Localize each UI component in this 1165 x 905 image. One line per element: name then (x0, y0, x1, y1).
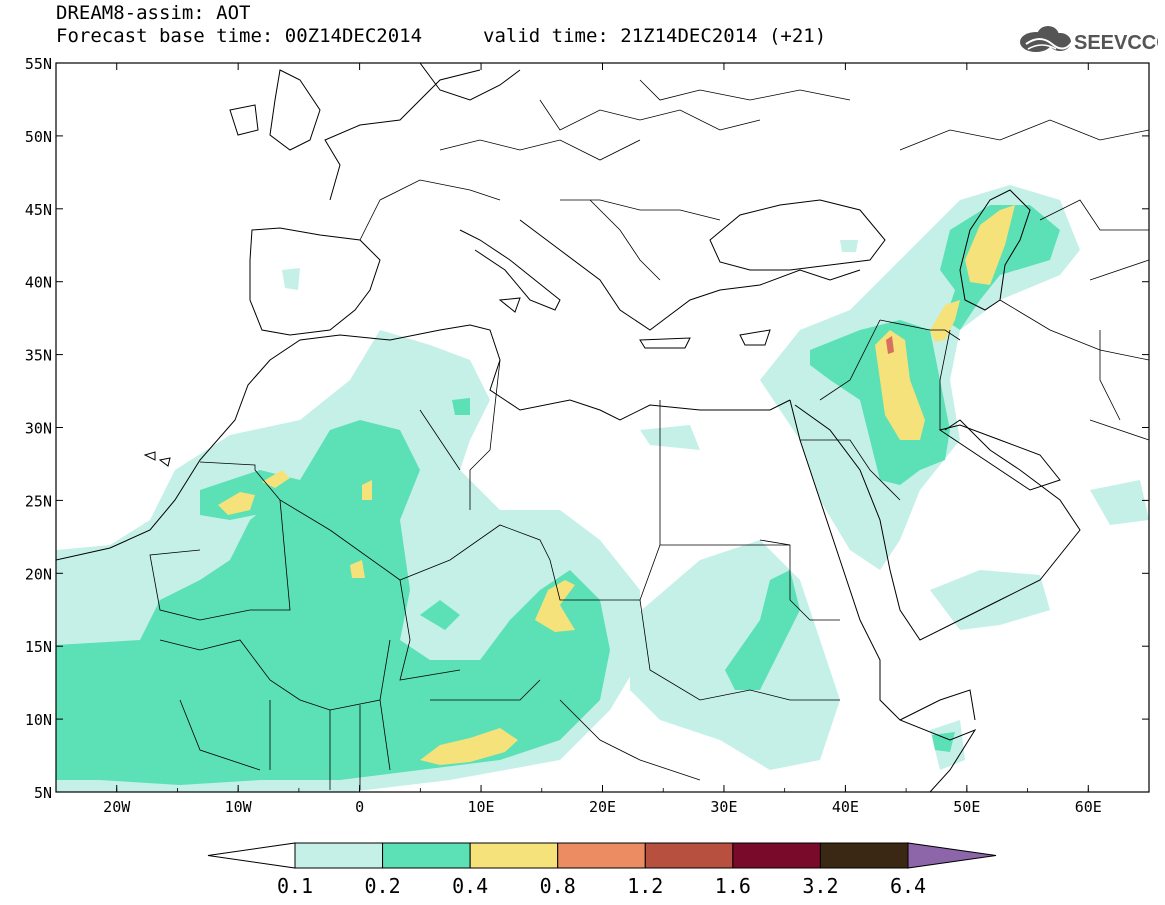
lon-label: 60E (1075, 798, 1102, 816)
lon-label: 40E (832, 798, 859, 816)
base-time: Forecast base time: 00Z14DEC2014 (56, 25, 423, 47)
seevccc-logo: SEEVCCC (1018, 22, 1165, 56)
lat-label: 35N (25, 347, 52, 365)
colorbar-swatch (294, 842, 384, 869)
colorbar-swatch (732, 842, 821, 869)
longitude-axis: 20W 10W 0 10E 20E 30E 40E 50E 60E (55, 63, 1150, 816)
lat-label: 45N (25, 201, 52, 219)
logo-text: SEEVCCC (1074, 32, 1158, 54)
lon-label: 30E (710, 798, 737, 816)
valid-time: valid time: 21Z14DEC2014 (+21) (483, 25, 827, 47)
latitude-axis: 55N 50N 45N 40N 35N 30N 25N 20N 15N 10N 5N (25, 55, 1149, 802)
country-borders (149, 79, 1149, 790)
lat-label: 25N (25, 492, 52, 510)
colorbar-label: 1.2 (627, 874, 663, 898)
cloud-logo-icon (1020, 26, 1073, 52)
colorbar-label: 6.4 (890, 874, 926, 898)
coastlines (56, 63, 1081, 792)
lat-label: 15N (25, 638, 52, 656)
lat-label: 5N (34, 784, 52, 802)
lon-label: 50E (953, 798, 980, 816)
lat-label: 55N (25, 55, 52, 73)
lon-label: 20E (589, 798, 616, 816)
colorbar-label: 3.2 (802, 874, 838, 898)
map-title: DREAM8-assim: AOT (56, 2, 251, 24)
colorbar-high-arrow (907, 842, 997, 869)
colorbar-low-arrow (207, 842, 296, 869)
lat-label: 50N (25, 128, 52, 146)
colorbar-label: 0.1 (277, 874, 313, 898)
colorbar-swatch (819, 842, 909, 869)
lon-label: 0 (355, 798, 364, 816)
lat-label: 30N (25, 420, 52, 438)
colorbar-label: 0.8 (540, 874, 576, 898)
lon-label: 20W (103, 798, 131, 816)
aot-red-areas (886, 336, 894, 354)
lon-label: 10E (468, 798, 495, 816)
colorbar-swatch (557, 842, 646, 869)
lon-label: 10W (225, 798, 253, 816)
colorbar-swatch (469, 842, 559, 869)
colorbar-label: 0.2 (365, 874, 401, 898)
lat-label: 10N (25, 711, 52, 729)
aot-yellow-areas (218, 205, 1015, 765)
lat-label: 40N (25, 274, 52, 292)
colorbar-swatch (644, 842, 734, 869)
lat-label: 20N (25, 565, 52, 583)
colorbar-swatch (382, 842, 471, 869)
colorbar-label: 0.4 (452, 874, 488, 898)
colorbar-label: 1.6 (715, 874, 751, 898)
